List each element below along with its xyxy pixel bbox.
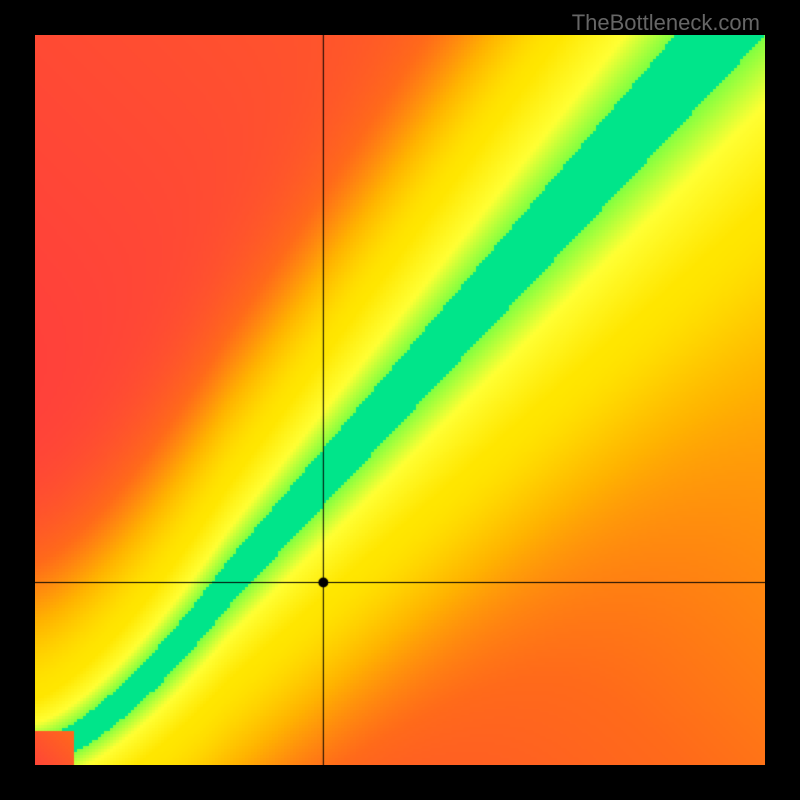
heatmap-canvas <box>35 35 765 765</box>
chart-container: TheBottleneck.com <box>0 0 800 800</box>
plot-area <box>35 35 765 765</box>
watermark-text: TheBottleneck.com <box>572 10 760 36</box>
